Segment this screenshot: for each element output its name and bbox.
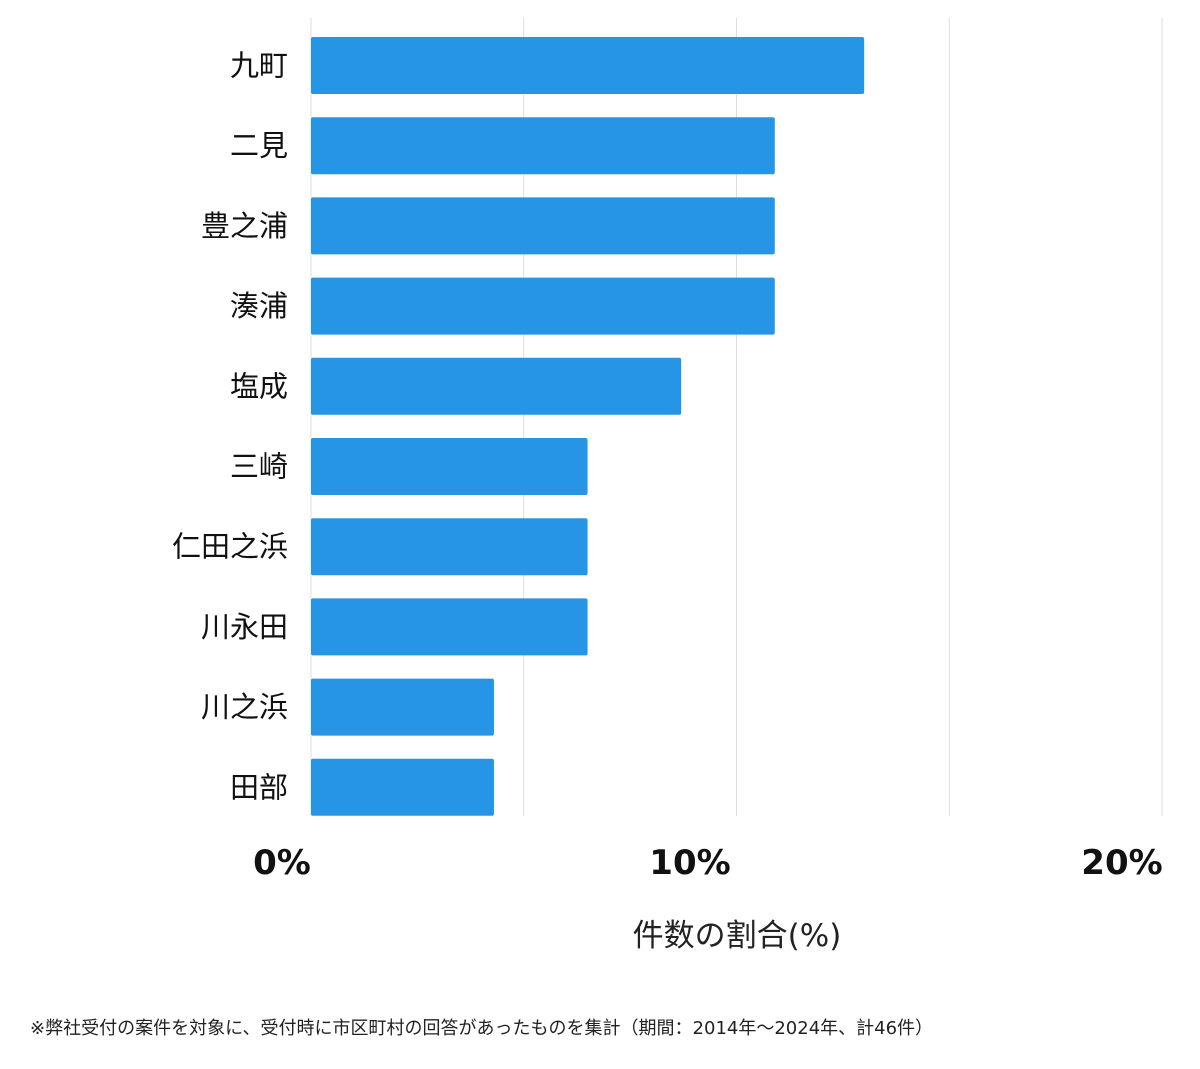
category-label: 塩成 [230, 369, 288, 403]
category-label: 九町 [230, 49, 288, 83]
category-label: 三崎 [230, 450, 288, 484]
category-label: 仁田之浜 [172, 530, 288, 564]
bar [311, 37, 865, 94]
bar [311, 518, 588, 576]
bar [311, 197, 775, 255]
category-label: 二見 [230, 129, 288, 163]
category-label: 田部 [230, 770, 288, 804]
category-label: 川之浜 [201, 690, 288, 724]
category-label: 川永田 [201, 610, 288, 644]
bar [311, 598, 588, 656]
bar [311, 678, 494, 736]
category-label: 湊浦 [230, 289, 288, 323]
bar [311, 438, 588, 495]
bar [311, 117, 775, 175]
bar [311, 357, 682, 415]
category-label: 豊之浦 [201, 209, 288, 243]
tick-label: 0% [253, 843, 311, 883]
bar [311, 758, 494, 816]
bar [311, 277, 775, 335]
x-axis-label: 件数の割合(%) [633, 918, 842, 954]
footnote: ※弊社受付の案件を対象に、受付時に市区町村の回答があったものを集計（期間：201… [30, 1018, 934, 1039]
tick-label: 20% [1081, 843, 1162, 883]
tick-label: 10% [649, 843, 730, 883]
